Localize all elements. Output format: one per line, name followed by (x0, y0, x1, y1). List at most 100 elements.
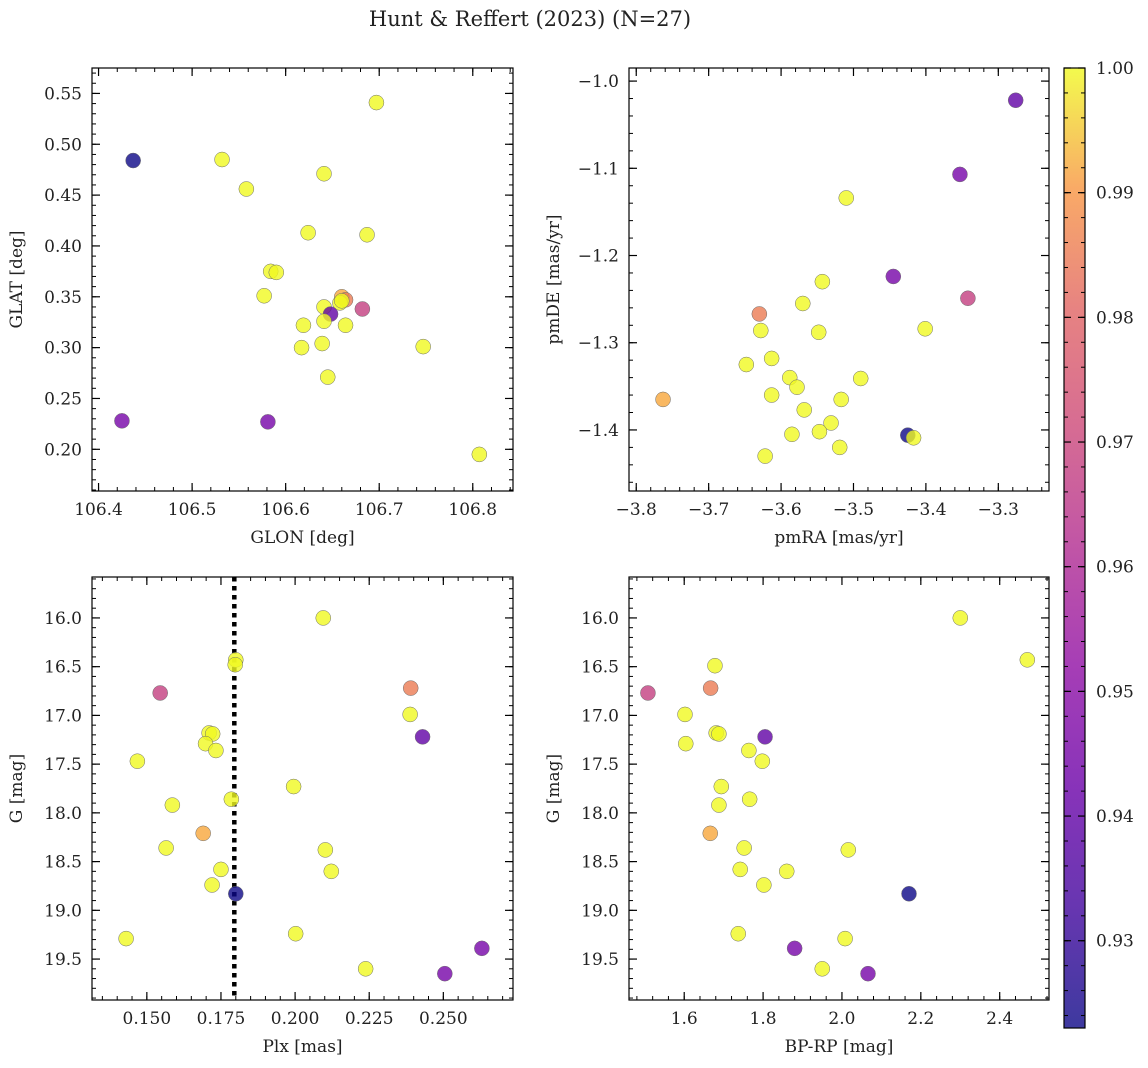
data-point (952, 610, 969, 626)
data-point (702, 680, 719, 696)
data-point (471, 446, 488, 463)
y-tick-label: 0.45 (44, 186, 82, 206)
data-point (402, 706, 418, 723)
colorbar-gradient (1064, 68, 1085, 1028)
y-tick-label: 16.0 (44, 609, 82, 629)
data-point (1007, 92, 1024, 109)
data-point (227, 656, 243, 673)
data-point (852, 370, 869, 387)
data-point (293, 339, 310, 356)
data-point (831, 439, 848, 456)
y-tick-label: 16.5 (581, 658, 619, 678)
y-tick-label: 16.0 (581, 609, 619, 629)
data-point (738, 356, 755, 373)
x-tick-label: 1.6 (671, 1009, 698, 1029)
data-point (840, 842, 857, 858)
data-point (730, 925, 746, 942)
colorbar-tick-label: 0.95 (1096, 682, 1134, 702)
colorbar-tick-label: 0.97 (1096, 433, 1134, 453)
data-point (837, 930, 853, 947)
x-tick-label: 106.5 (168, 500, 217, 520)
axes-ax2: −3.8 −3.7 −3.6 −3.5 −3.4 −3.3 −1.4 −1.3 −1.2 −1.1… (544, 67, 1050, 548)
data-point (204, 877, 220, 893)
y-tick-label: 17.5 (581, 755, 619, 775)
axes-ax1: 106.4 106.5 106.6 106.7 106.8 0.20 0.25 0.30 0.3… (7, 67, 514, 548)
data-point (320, 369, 336, 385)
figure-title: Hunt & Reffert (2023) (N=27) (369, 7, 691, 31)
colorbar-tick-label: 0.98 (1096, 308, 1134, 328)
data-point (317, 842, 334, 858)
data-points (655, 92, 1024, 464)
colorbar-frame (1063, 67, 1086, 1029)
y-tick-label: 19.0 (581, 901, 619, 921)
data-point (713, 778, 730, 795)
y-tick-label: 0.20 (44, 440, 82, 460)
data-point (960, 290, 976, 307)
data-point (223, 791, 240, 807)
data-point (860, 965, 876, 982)
colorbar: 0.93 0.94 0.95 0.96 0.97 0.98 0.99 1.00 (1063, 59, 1134, 1029)
data-point (334, 293, 350, 309)
data-point (164, 797, 181, 813)
x-tick-label: 0.225 (345, 1009, 394, 1029)
y-axis-label: G [mag] (544, 754, 564, 823)
data-point (414, 729, 431, 745)
x-tick-label: 106.8 (448, 500, 497, 520)
axes-ax3: 0.150 0.175 0.200 0.225 0.250 16.0 16.5 17.0 17.… (7, 576, 514, 1057)
data-point (795, 295, 811, 312)
x-tick-label: 106.4 (74, 500, 123, 520)
x-tick-label: 2.2 (907, 1009, 934, 1029)
x-tick-label: 2.4 (986, 1009, 1013, 1029)
data-point (796, 402, 812, 418)
axes-ax4: 1.6 1.8 2.0 2.2 2.4 16.0 16.5 17.0 17.5 18.0 18.5 1… (544, 576, 1050, 1057)
data-point (337, 317, 354, 334)
data-point (354, 301, 371, 317)
data-point (751, 306, 768, 322)
data-point (811, 423, 828, 440)
data-point (917, 321, 933, 337)
x-axis-label: GLON [deg] (250, 528, 354, 548)
x-tick-label: 2.0 (828, 1009, 855, 1029)
data-point (677, 706, 693, 723)
x-tick-label: 1.8 (750, 1009, 777, 1029)
data-point (260, 414, 276, 430)
data-point (763, 387, 780, 403)
y-tick-label: −1.3 (578, 334, 619, 354)
data-point (736, 840, 752, 856)
data-point (732, 861, 748, 878)
axes-frame (91, 576, 514, 1001)
data-point (402, 680, 419, 696)
data-point (814, 961, 830, 977)
data-point (323, 863, 340, 880)
data-point (640, 685, 656, 701)
data-point (741, 791, 758, 807)
x-tick-label: 0.200 (271, 1009, 320, 1029)
y-tick-label: −1.4 (578, 421, 619, 441)
data-point (711, 797, 727, 813)
data-point (707, 657, 723, 674)
x-axis-label: pmRA [mas/yr] (774, 528, 903, 548)
data-point (238, 181, 255, 197)
colorbar-tick-label: 0.99 (1096, 184, 1134, 204)
x-tick-label: −3.8 (616, 500, 657, 520)
data-point (295, 317, 312, 334)
y-tick-label: 17.0 (581, 706, 619, 726)
data-point (300, 224, 316, 241)
minor-ticks (92, 68, 513, 491)
y-tick-label: −1.1 (578, 159, 619, 179)
data-point (753, 322, 769, 339)
y-tick-label: 19.5 (44, 950, 82, 970)
data-points (114, 94, 488, 463)
data-point (359, 227, 375, 243)
data-point (763, 350, 780, 367)
axes-frame (628, 576, 1050, 1001)
x-tick-label: −3.7 (688, 500, 729, 520)
y-tick-label: −1.2 (578, 247, 619, 267)
x-axis-label: Plx [mas] (262, 1037, 342, 1057)
axes-frame (628, 67, 1050, 492)
data-point (778, 863, 795, 880)
y-axis-label: GLAT [deg] (7, 230, 27, 328)
x-tick-label: 0.150 (123, 1009, 172, 1029)
data-point (823, 415, 839, 431)
data-point (711, 726, 727, 742)
